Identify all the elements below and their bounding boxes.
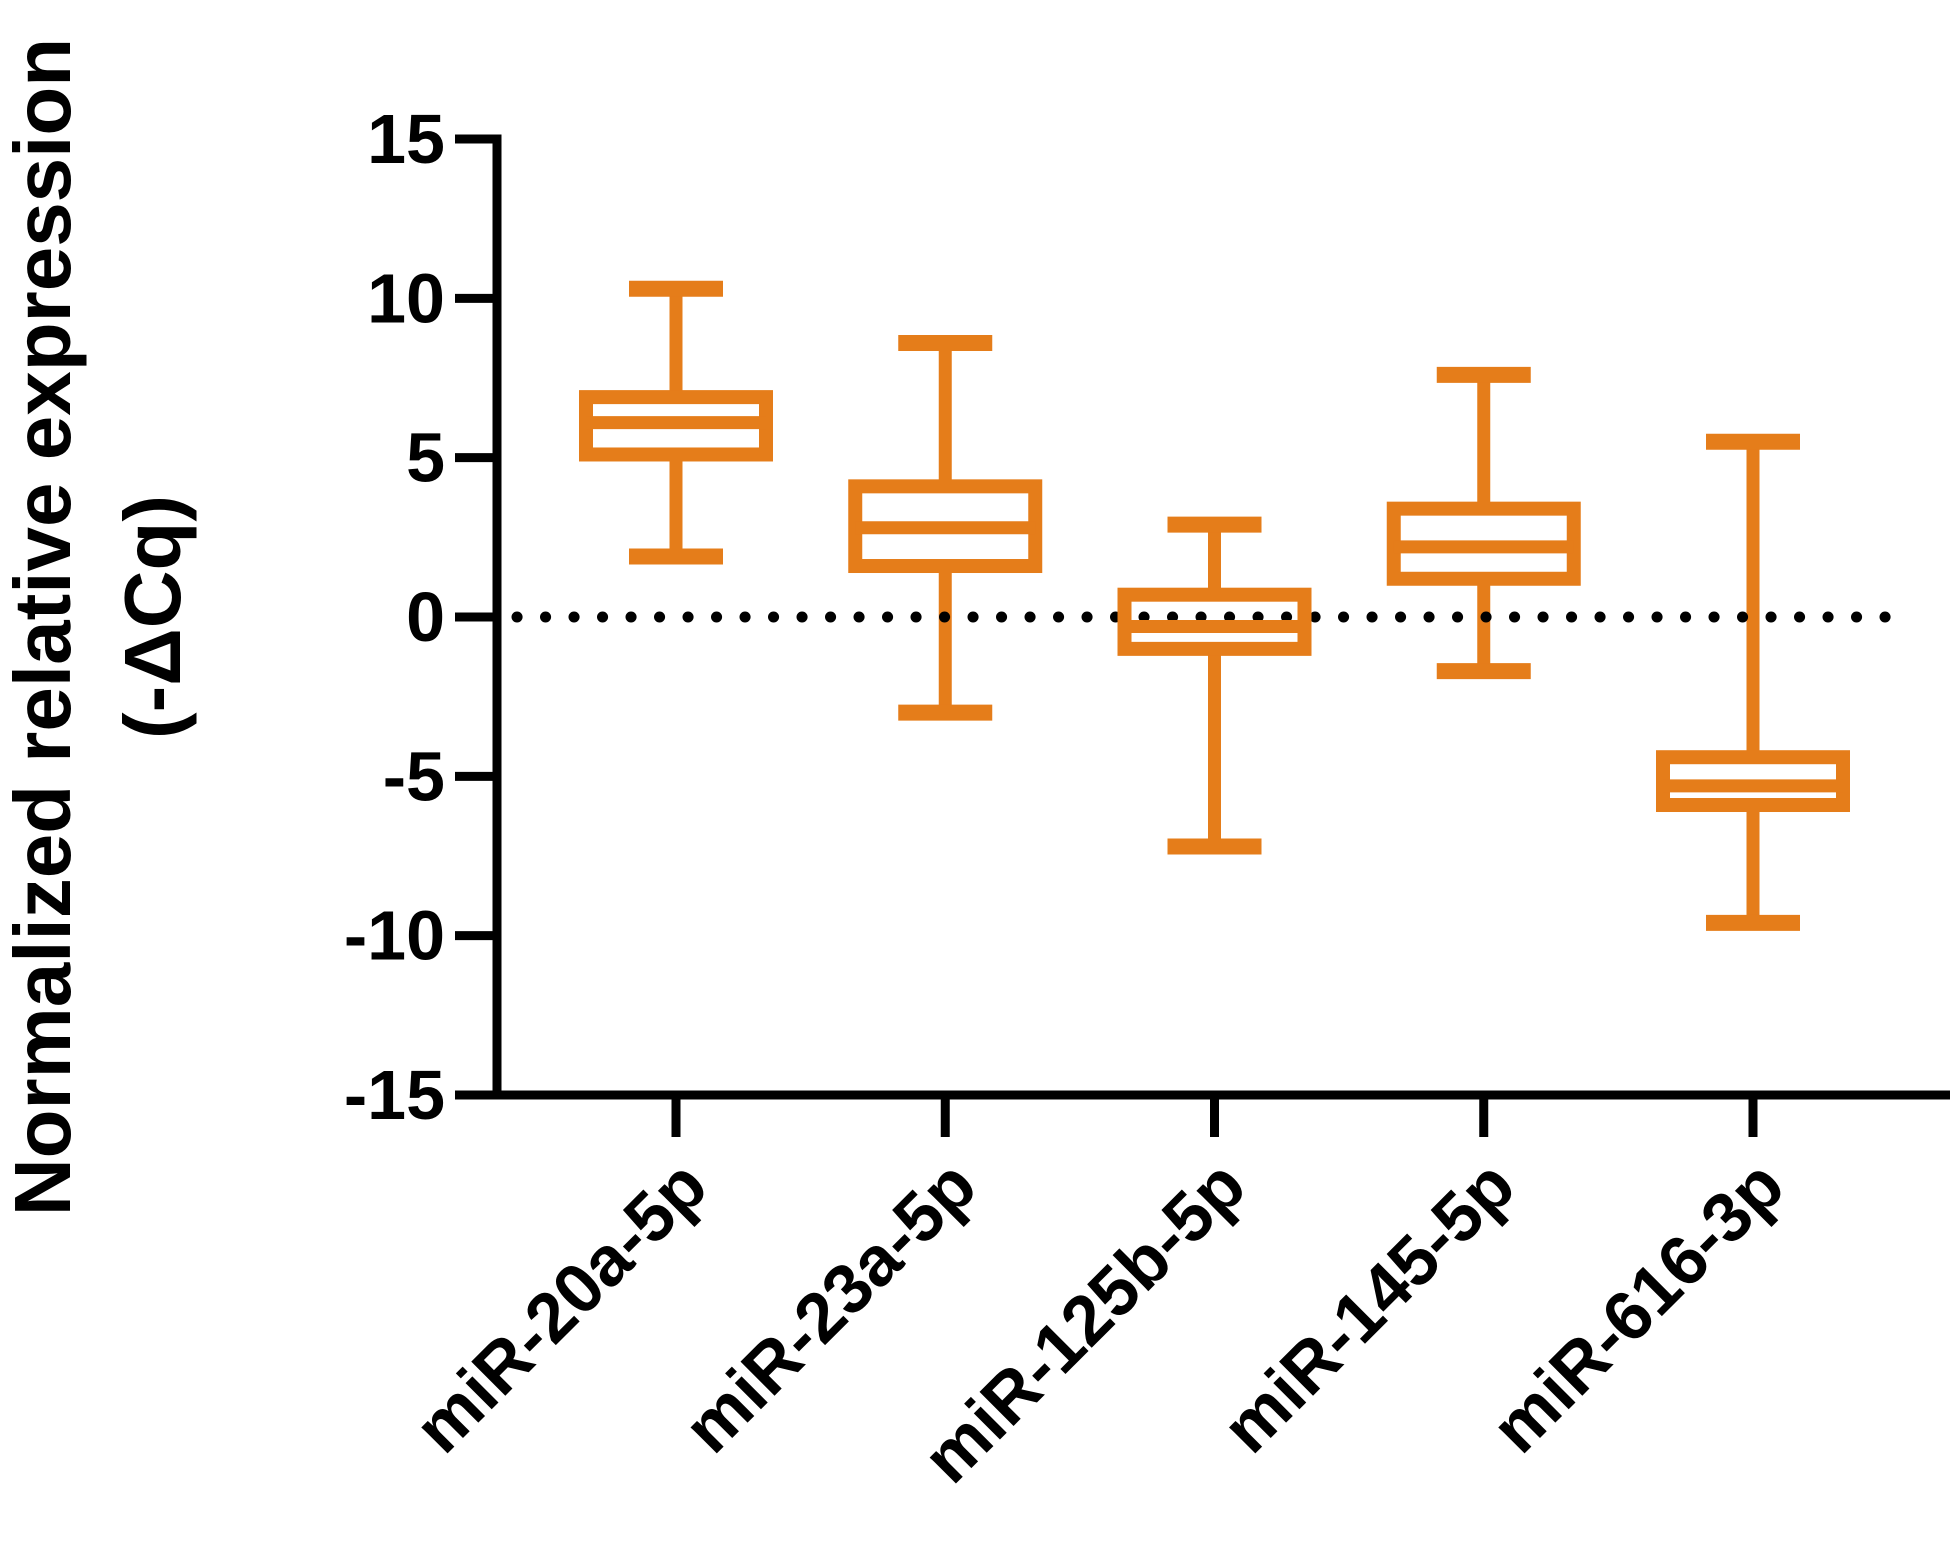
y-tick-label-5: 5 <box>406 419 445 497</box>
whisker-miR-616-3p <box>1706 433 1800 931</box>
x-category-label-miR-145-5p: miR-145-5p <box>1207 1145 1529 1467</box>
y-axis-title-line1: Normalized relative expression <box>0 38 87 1216</box>
y-tick-label-15: 15 <box>367 100 445 178</box>
whisker-miR-23a-5p <box>898 334 993 721</box>
x-category-label-miR-616-3p: miR-616-3p <box>1477 1145 1799 1467</box>
box-miR-125b-5p <box>1117 587 1312 656</box>
y-tick-label--15: -15 <box>344 1056 445 1134</box>
y-ticks-layer: 15 10 5 0 -5 -10 -15 <box>344 100 497 1134</box>
box-borders-layer <box>579 390 1850 813</box>
y-tick-label--5: -5 <box>383 737 445 815</box>
y-tick-label-10: 10 <box>367 259 445 337</box>
box-miR-616-3p <box>1656 750 1850 813</box>
x-ticks-layer: miR-20a-5pmiR-23a-5pmiR-125b-5pmiR-145-5… <box>400 1095 1799 1498</box>
box-miR-145-5p <box>1386 501 1581 586</box>
whisker-miR-20a-5p <box>629 280 723 565</box>
whiskers-layer <box>629 280 1800 931</box>
y-tick-label-0: 0 <box>406 578 445 656</box>
y-axis-title-line2: (-ΔCq) <box>108 495 197 739</box>
x-category-label-miR-20a-5p: miR-20a-5p <box>400 1145 722 1467</box>
whisker-miR-125b-5p <box>1167 516 1262 855</box>
y-tick-label--10: -10 <box>344 897 445 975</box>
box-miR-23a-5p <box>848 479 1043 574</box>
y-axis-title: Normalized relative expression (-ΔCq) <box>0 38 197 1216</box>
box-miR-20a-5p <box>579 390 773 462</box>
whisker-miR-145-5p <box>1436 366 1531 680</box>
